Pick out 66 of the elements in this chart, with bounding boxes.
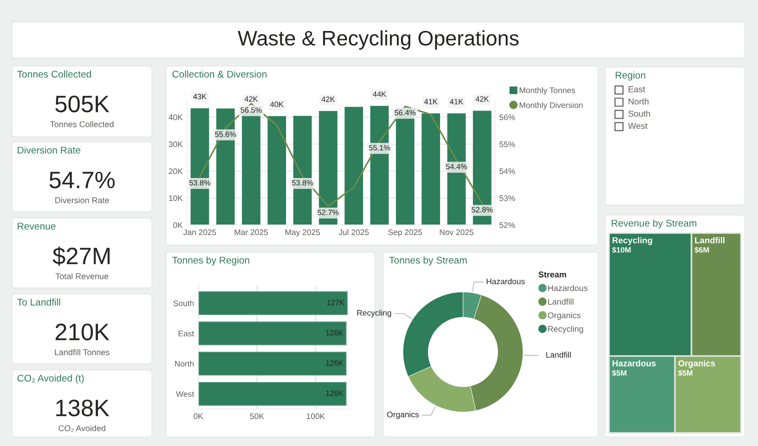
category-label: Hazardous <box>612 360 656 366</box>
slice-label: Hazardous <box>486 278 525 284</box>
slice-label: Landfill <box>546 352 571 358</box>
text: To Landfill <box>17 298 60 306</box>
category-label: West <box>628 122 648 129</box>
y-tick-label: 0K <box>173 222 183 228</box>
text: 210K <box>56 324 110 340</box>
legend-title: Stream <box>538 272 566 278</box>
legend-label: Monthly Tonnes <box>520 87 576 95</box>
text: Waste & Recycling Operations <box>238 30 519 50</box>
text: $27M <box>52 246 110 266</box>
chart-title: Tonnes by Region <box>172 256 250 266</box>
bar <box>344 106 364 225</box>
chart-title: Tonnes by Stream <box>389 256 467 266</box>
bar <box>268 116 286 225</box>
y-tick-label: 30K <box>168 141 183 148</box>
text: Revenue <box>18 222 56 230</box>
y-tick-label: East <box>178 330 194 336</box>
x-tick-label: Jul 2025 <box>338 229 369 236</box>
category-label: Landfill <box>695 237 725 244</box>
text: Tonnes Collected <box>17 70 91 78</box>
x-tick-label: Jan 2025 <box>183 229 216 236</box>
y2-tick-label: 55% <box>499 141 516 148</box>
category-label: Organics <box>678 360 715 368</box>
legend-label: Hazardous <box>548 284 588 292</box>
category-label: East <box>628 86 646 92</box>
text: Diversion Rate <box>55 197 109 204</box>
legend-label: Recycling <box>548 326 584 334</box>
x-tick-label: 0K <box>194 413 204 420</box>
text: Region <box>616 71 646 81</box>
x-tick-label: 100K <box>306 413 325 420</box>
text: 54.7% <box>49 172 115 188</box>
y-tick-label: 20K <box>168 168 183 174</box>
x-tick-label: 50K <box>250 413 264 420</box>
category-label: North <box>628 98 648 105</box>
y-tick-label: 40K <box>168 114 183 120</box>
legend-label: Organics <box>548 312 581 320</box>
legend-label: Landfill <box>548 298 574 305</box>
y2-tick-label: 56% <box>499 114 516 120</box>
category-label: South <box>628 110 650 117</box>
text: 138K <box>56 400 110 416</box>
y-tick-label: South <box>173 300 194 306</box>
x-tick-label: Mar 2025 <box>234 229 268 236</box>
y2-tick-label: 52% <box>499 222 516 228</box>
text: Landfill Tonnes <box>54 349 110 356</box>
slice-label: Organics <box>387 411 419 419</box>
y2-tick-label: 54% <box>499 168 516 174</box>
slice-label: Recycling <box>357 310 392 318</box>
y-tick-label: North <box>175 360 194 367</box>
legend-label: Monthly Diversion <box>520 102 583 110</box>
text: CO₂ Avoided (t) <box>17 374 84 384</box>
x-tick-label: May 2025 <box>285 229 320 237</box>
text: Revenue by Stream <box>612 219 696 229</box>
text: Diversion Rate <box>18 146 80 154</box>
text: CO₂ Avoided <box>58 425 106 432</box>
text: 505K <box>55 96 110 112</box>
text: Tonnes Collected <box>50 121 114 128</box>
x-tick-label: Sep 2025 <box>388 229 422 237</box>
category-label: Recycling <box>612 237 652 246</box>
y2-tick-label: 53% <box>499 195 516 202</box>
y-tick-label: West <box>176 391 194 397</box>
text: Total Revenue <box>56 273 108 280</box>
chart-title: Collection & Diversion <box>172 70 266 78</box>
y-tick-label: 10K <box>169 195 183 202</box>
bar <box>422 113 440 225</box>
x-tick-label: Nov 2025 <box>440 229 474 236</box>
